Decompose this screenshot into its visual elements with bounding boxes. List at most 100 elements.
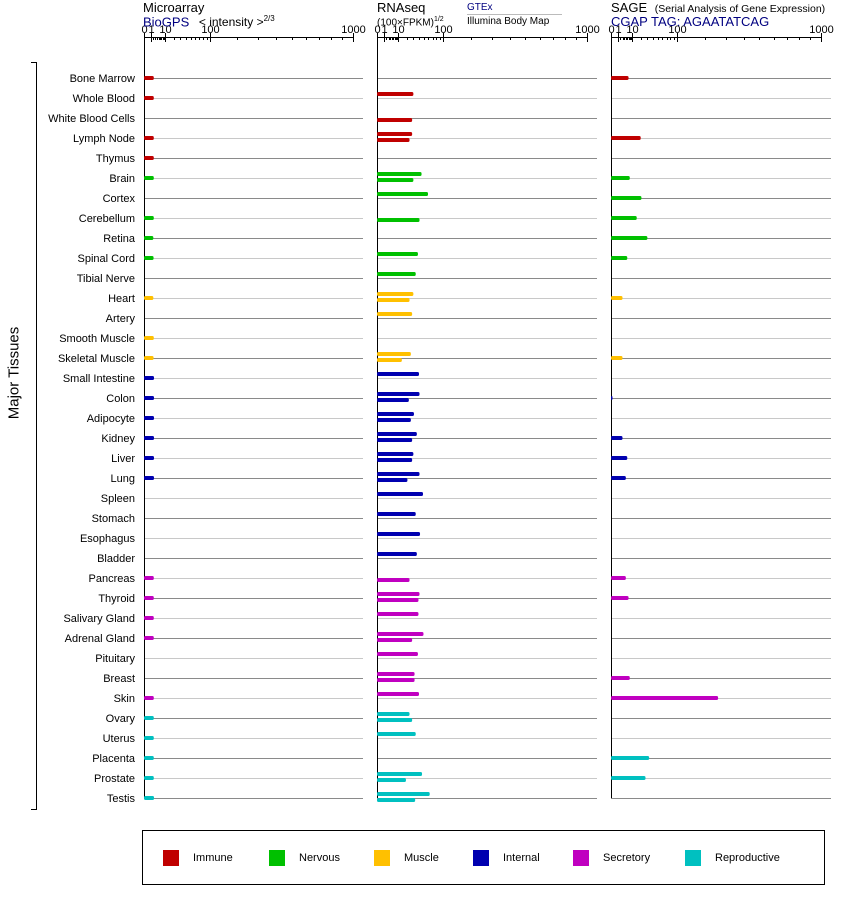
bar-gtex: [377, 412, 414, 416]
legend: Immune Nervous Muscle Internal Secretory…: [142, 830, 825, 885]
bar-microarray: [144, 636, 154, 640]
bar-illumina-body-map: [377, 478, 408, 482]
category-label: Testis: [107, 793, 136, 805]
microarray-subtitle: BioGPS < intensity >2/3: [143, 14, 275, 30]
sage-title: SAGE: [611, 0, 648, 15]
bar-sage: [611, 476, 626, 480]
legend-label: Nervous: [299, 852, 340, 864]
bar-sage: [611, 136, 641, 140]
category-label: Smooth Muscle: [59, 333, 135, 345]
bar-gtex: [377, 292, 414, 296]
rnaseq-scale-exponent: 1/2: [433, 16, 444, 23]
category-label: Skin: [114, 693, 135, 705]
category-label: Heart: [108, 293, 135, 305]
category-label: Spinal Cord: [78, 253, 135, 265]
legend-swatch: [573, 850, 589, 866]
legend-label: Secretory: [603, 852, 651, 864]
category-label: Bladder: [97, 553, 135, 565]
bar-gtex: [377, 712, 410, 716]
bar-microarray: [144, 736, 154, 740]
bar-gtex: [377, 432, 417, 436]
bar-gtex: [377, 272, 416, 276]
bar-sage: [611, 256, 628, 260]
bar-illumina-body-map: [377, 118, 413, 122]
category-label: Artery: [106, 313, 136, 325]
x-tick-label: 1: [148, 24, 154, 36]
bar-sage: [611, 176, 630, 180]
bar-illumina-body-map: [377, 598, 419, 602]
bar-microarray: [144, 356, 154, 360]
category-label: Placenta: [92, 753, 136, 765]
bar-gtex: [377, 172, 422, 176]
gtex-source-label: GTEx: [467, 2, 493, 13]
category-label: Thymus: [96, 153, 136, 165]
legend-swatch: [163, 850, 179, 866]
category-label: Thyroid: [98, 593, 135, 605]
bar-gtex: [377, 252, 418, 256]
category-label: Pancreas: [89, 573, 136, 585]
bar-microarray: [144, 716, 154, 720]
category-label: Adrenal Gland: [65, 633, 135, 645]
bar-microarray: [144, 436, 155, 440]
bar-gtex: [377, 92, 414, 96]
x-tick-label: 10: [392, 24, 404, 36]
bar-illumina-body-map: [377, 578, 410, 582]
bar-gtex: [377, 652, 418, 656]
legend-label: Reproductive: [715, 852, 780, 864]
category-label: Uterus: [103, 733, 136, 745]
bar-microarray: [144, 176, 154, 180]
bar-microarray: [144, 796, 155, 800]
category-label: Salivary Gland: [63, 613, 135, 625]
legend-label: Muscle: [404, 852, 439, 864]
bar-illumina-body-map: [377, 458, 413, 462]
rnaseq-title: RNAseq: [377, 0, 426, 15]
bar-sage: [611, 576, 626, 580]
bar-sage: [611, 676, 630, 680]
category-label: Tibial Nerve: [77, 273, 135, 285]
bar-microarray: [144, 76, 154, 80]
bar-gtex: [377, 392, 420, 396]
category-label: Pituitary: [95, 653, 135, 665]
rnaseq-scale-label: (100×FPKM): [377, 17, 434, 29]
legend-label: Internal: [503, 852, 540, 864]
bar-gtex: [377, 732, 416, 736]
biogps-label: BioGPS: [143, 14, 190, 30]
category-label: Colon: [106, 393, 135, 405]
sage-title-note: (Serial Analysis of Gene Expression): [654, 3, 826, 15]
x-tick-label: 1000: [809, 24, 833, 36]
category-label: Esophagus: [80, 533, 136, 545]
bar-microarray: [144, 296, 154, 300]
x-tick-label: 0: [608, 24, 614, 36]
sage-subtitle: CGAP TAG: AGAATATCAG: [611, 14, 770, 29]
category-label: Brain: [109, 173, 135, 185]
category-label: Stomach: [92, 513, 135, 525]
bar-sage: [611, 456, 628, 460]
bar-illumina-body-map: [377, 438, 413, 442]
bar-sage: [611, 196, 642, 200]
sage-title-row: SAGE (Serial Analysis of Gene Expression…: [611, 1, 825, 15]
bar-illumina-body-map: [377, 718, 413, 722]
bar-gtex: [377, 672, 415, 676]
bar-microarray: [144, 376, 155, 380]
category-label: Retina: [103, 233, 136, 245]
bar-microarray: [144, 596, 154, 600]
bar-microarray: [144, 416, 155, 420]
category-label: Cortex: [103, 193, 136, 205]
category-label: Spleen: [101, 493, 135, 505]
bar-sage: [611, 216, 637, 220]
bar-illumina-body-map: [377, 418, 411, 422]
category-label: Bone Marrow: [70, 73, 135, 85]
bar-gtex: [377, 592, 420, 596]
bar-gtex: [377, 692, 419, 696]
source-divider: [467, 14, 562, 15]
bar-illumina-body-map: [377, 678, 415, 682]
category-label: Skeletal Muscle: [58, 353, 135, 365]
bar-illumina-body-map: [377, 298, 410, 302]
bar-gtex: [377, 132, 413, 136]
bar-gtex: [377, 472, 420, 476]
category-label: Breast: [103, 673, 135, 685]
x-tick-label: 0: [141, 24, 147, 36]
bar-illumina-body-map: [377, 218, 420, 222]
category-label: White Blood Cells: [48, 113, 135, 125]
